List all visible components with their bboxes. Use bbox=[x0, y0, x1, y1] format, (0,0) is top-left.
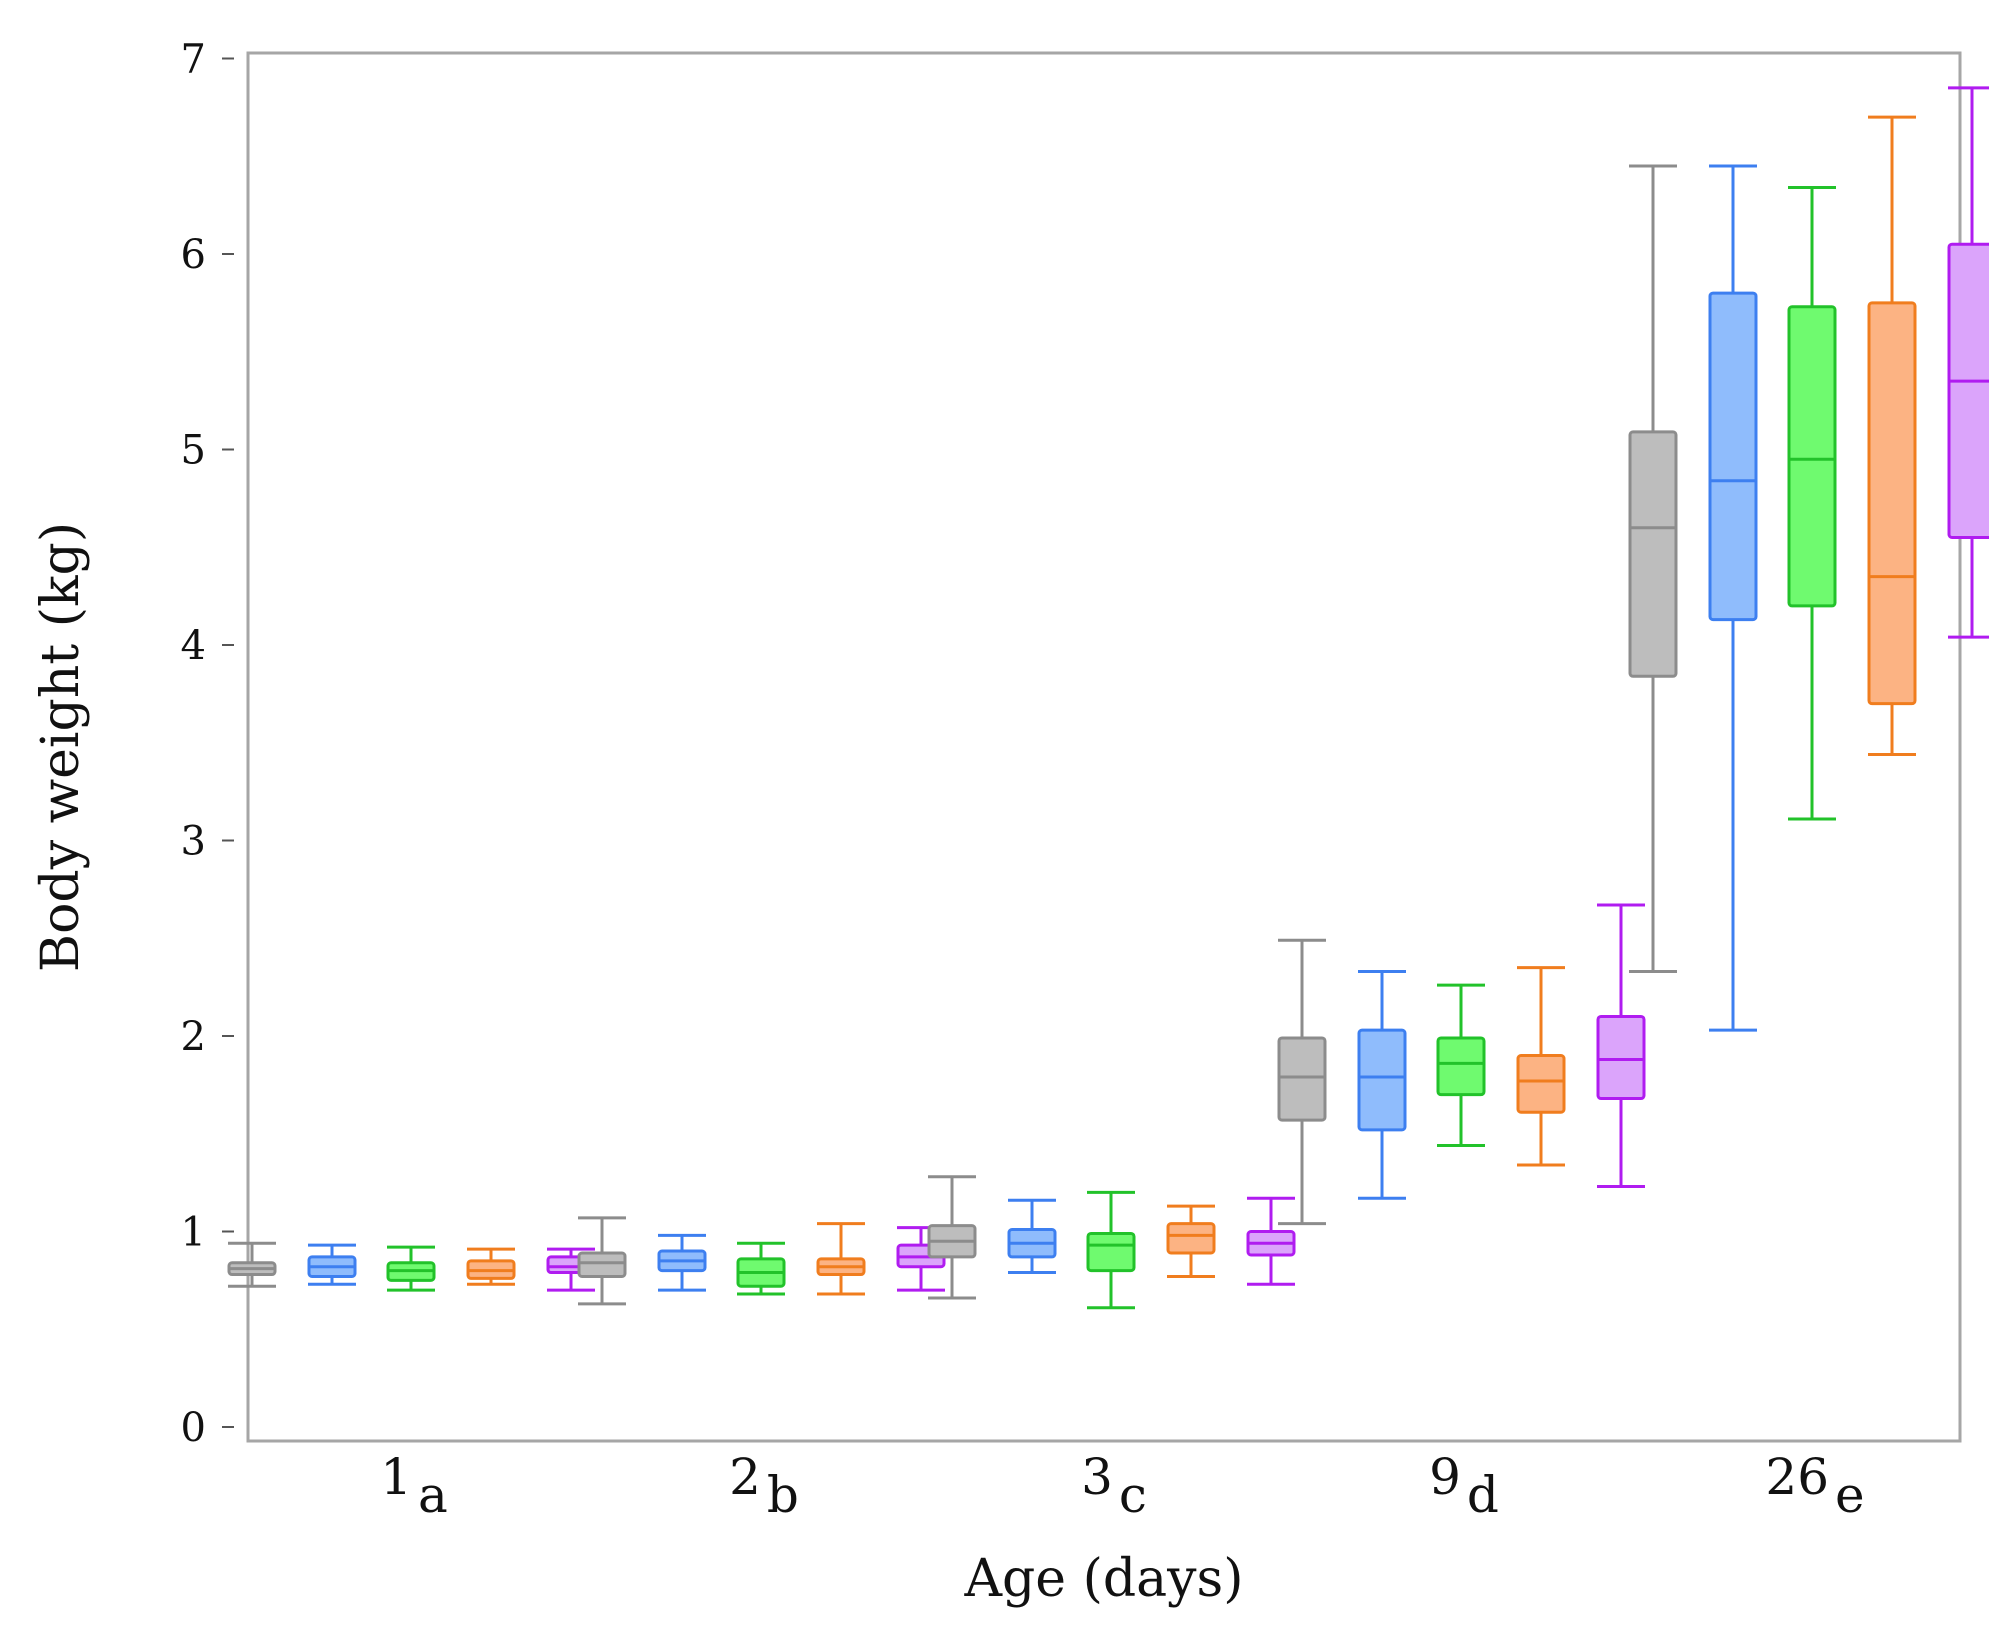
plot-frame bbox=[246, 51, 1962, 1443]
box bbox=[1947, 86, 1989, 639]
y-axis: 0 1 2 3 4 5 6 7 bbox=[181, 37, 234, 1451]
box bbox=[386, 1245, 436, 1292]
box-iqr bbox=[1357, 1028, 1407, 1132]
box-series bbox=[227, 86, 1989, 1310]
x-tick-label: 26 e bbox=[1765, 1448, 1864, 1524]
box bbox=[1007, 1198, 1057, 1275]
box bbox=[577, 1216, 627, 1306]
box-iqr bbox=[1086, 1231, 1136, 1273]
x-tick-number: 3 bbox=[1081, 1448, 1113, 1506]
box-iqr bbox=[1708, 291, 1758, 622]
x-tick-letter: c bbox=[1119, 1466, 1147, 1524]
y-tick-label: 5 bbox=[181, 428, 206, 474]
box bbox=[1166, 1204, 1216, 1278]
box bbox=[816, 1222, 866, 1296]
x-axis-title: Age (days) bbox=[963, 1549, 1243, 1609]
x-tick-letter: b bbox=[767, 1466, 799, 1524]
x-tick-number: 2 bbox=[729, 1448, 761, 1506]
y-tick-label: 3 bbox=[181, 819, 206, 865]
box bbox=[1246, 1196, 1296, 1286]
box-iqr bbox=[577, 1251, 627, 1278]
box-iqr bbox=[1516, 1054, 1566, 1114]
box-iqr bbox=[1787, 305, 1837, 608]
x-tick-number: 9 bbox=[1429, 1448, 1461, 1506]
x-axis: 1 a 2 b 3 c 9 d 26 e bbox=[380, 1448, 1864, 1524]
box bbox=[1787, 186, 1837, 821]
x-tick-number: 26 bbox=[1765, 1448, 1829, 1506]
y-tick-label: 1 bbox=[181, 1210, 206, 1256]
box-iqr bbox=[1947, 242, 1989, 539]
box bbox=[736, 1241, 786, 1296]
box-iqr bbox=[1277, 1036, 1327, 1122]
box bbox=[1086, 1190, 1136, 1310]
box bbox=[307, 1243, 357, 1286]
box bbox=[1867, 115, 1917, 756]
box-iqr bbox=[1867, 301, 1917, 706]
box bbox=[1628, 164, 1678, 973]
x-tick-letter: e bbox=[1835, 1466, 1865, 1524]
box bbox=[227, 1241, 277, 1288]
y-tick-label: 2 bbox=[181, 1014, 206, 1060]
x-tick-number: 1 bbox=[380, 1448, 412, 1506]
box bbox=[1357, 969, 1407, 1200]
x-tick-letter: a bbox=[418, 1466, 448, 1524]
box bbox=[657, 1233, 707, 1292]
box-iqr bbox=[1596, 1014, 1646, 1101]
box-iqr bbox=[1628, 430, 1678, 678]
y-tick-label: 7 bbox=[181, 37, 206, 83]
x-tick-letter: d bbox=[1467, 1466, 1499, 1524]
box bbox=[1436, 983, 1486, 1147]
box bbox=[1516, 966, 1566, 1167]
box bbox=[1708, 164, 1758, 1032]
box-iqr bbox=[1436, 1036, 1486, 1097]
y-axis-title: Body weight (kg) bbox=[31, 522, 91, 972]
box bbox=[1596, 903, 1646, 1189]
box bbox=[466, 1247, 516, 1286]
y-tick-label: 6 bbox=[181, 232, 206, 278]
box bbox=[1277, 938, 1327, 1226]
box-iqr bbox=[1166, 1222, 1216, 1255]
y-tick-label: 0 bbox=[181, 1405, 206, 1451]
y-tick-label: 4 bbox=[181, 623, 206, 669]
box bbox=[927, 1175, 977, 1300]
